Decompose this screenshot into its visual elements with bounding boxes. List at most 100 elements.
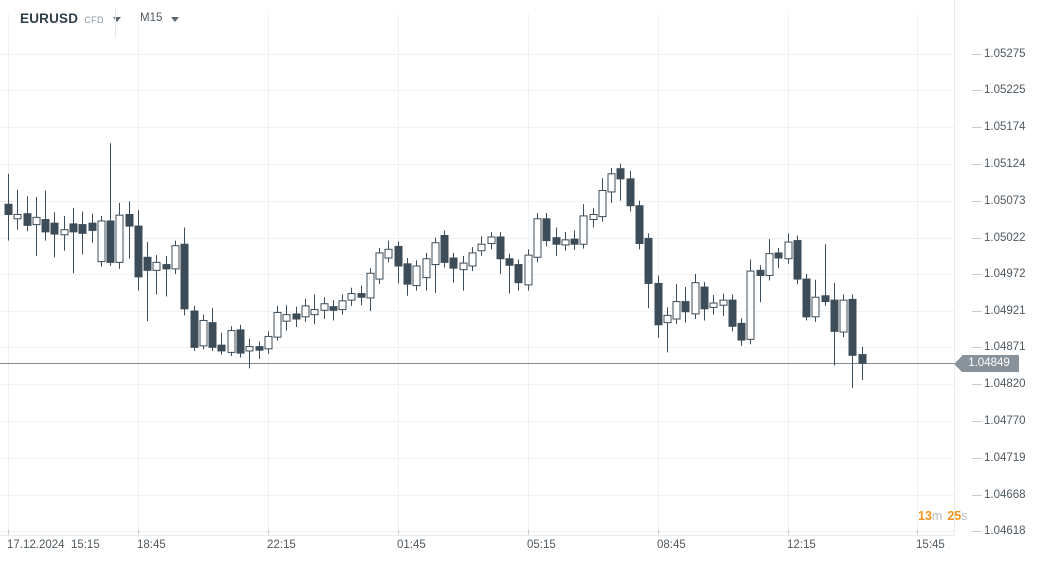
price-axis-label: 1.05225 [984,84,1026,97]
candle-body [69,223,78,233]
candle-body [301,305,310,318]
candle-body [709,302,718,308]
candle-body [199,319,208,347]
time-axis[interactable]: 17.12.2024 15:15 18:45 22:15 01:45 05:15 08:4… [0,535,1042,563]
candle-body [152,261,161,271]
candle-body [626,178,635,207]
time-axis-label: 22:15 [267,539,296,551]
candle-body [264,335,273,350]
candle-body [663,314,672,324]
candle-body [143,256,152,271]
price-axis-label: 1.04972 [984,267,1026,280]
countdown-seconds: 25 [947,509,962,523]
candle-body [394,245,403,267]
time-axis-label: 05:15 [527,539,556,551]
chevron-down-icon [112,17,121,22]
candle-body [737,322,746,341]
bar-countdown-timer: 13m 25s [918,509,967,523]
current-price-value: 1.04849 [962,355,1019,372]
candle-body [468,252,477,267]
countdown-minutes-unit: m [931,509,943,523]
candle-body [403,263,412,285]
candle-body [654,282,663,326]
time-axis-label: 17.12.2024 15:15 [7,539,100,551]
candle-body [32,216,41,226]
candle-body [644,237,653,284]
timeframe-label: M15 [140,12,163,24]
candle-body [784,241,793,260]
time-axis-label: 18:45 [137,539,166,551]
candle-body [440,235,449,263]
candle-body [719,299,728,306]
candle-body [134,225,143,278]
time-axis-label: 01:45 [397,539,426,551]
price-axis-label: 1.05275 [984,48,1026,60]
candle-body [384,248,393,259]
candle-body [672,301,681,320]
candle-body [793,240,802,280]
symbol-selector[interactable]: EURUSD CFD [20,11,121,26]
price-axis-label: 1.05022 [984,231,1026,244]
candle-body [338,300,347,311]
candle-body [598,189,607,218]
candle-body [357,293,366,298]
candle-body [570,238,579,245]
candle-body [505,258,514,266]
candle-body [579,215,588,245]
candle-body [50,222,59,235]
candle-body [802,278,811,318]
candle-body [255,346,264,351]
price-axis-label: 1.04618 [984,525,1026,537]
candle-body [106,220,115,263]
candle-body [217,344,226,352]
candle-body [347,293,356,301]
time-axis-label: 08:45 [657,539,686,551]
candle-body [561,239,570,246]
candle-body [616,168,625,180]
chevron-down-icon [171,16,180,22]
price-axis-label: 1.04871 [984,341,1026,354]
candle-body [162,264,171,270]
candle-body [811,296,820,318]
candle-body [552,237,561,245]
time-axis-label: 15:45 [916,539,945,551]
candle-body [542,218,551,242]
candle-body [431,242,440,266]
candle-body [700,286,709,310]
candle-body [366,272,375,299]
candle-body [821,295,830,303]
candle-body [524,254,533,286]
symbol-name: EURUSD [20,11,79,26]
timeframe-selector[interactable]: M15 [140,12,180,24]
candle-body [422,258,431,279]
candle-body [691,282,700,315]
candle-body [635,205,644,244]
price-axis[interactable]: 1.05275 1.05225 1.05174 1.05124 1.05073 1.050… [955,0,1042,537]
time-axis-label: 12:15 [787,539,816,551]
candle-body [514,264,523,284]
candle-body [756,269,765,276]
price-axis-label: 1.04921 [984,305,1026,317]
candle-body [607,173,616,193]
candle-body [487,236,496,244]
candle-body [320,303,329,311]
candle-body [858,354,867,364]
candle-body [459,262,468,271]
price-axis-label: 1.04719 [984,451,1026,464]
candle-body [533,218,542,258]
countdown-minutes: 13 [918,509,932,523]
candle-body [449,257,458,269]
price-axis-label: 1.04820 [984,378,1026,391]
candle-body [765,253,774,276]
candle-body [88,222,97,231]
candle-body [681,301,690,313]
candle-body [728,299,737,327]
candle-body [310,309,319,316]
current-price-badge: 1.04849 [954,355,1019,372]
candle-body [839,299,848,333]
candle-body [227,330,236,353]
candle-body [13,213,22,220]
candle-body [496,236,505,260]
